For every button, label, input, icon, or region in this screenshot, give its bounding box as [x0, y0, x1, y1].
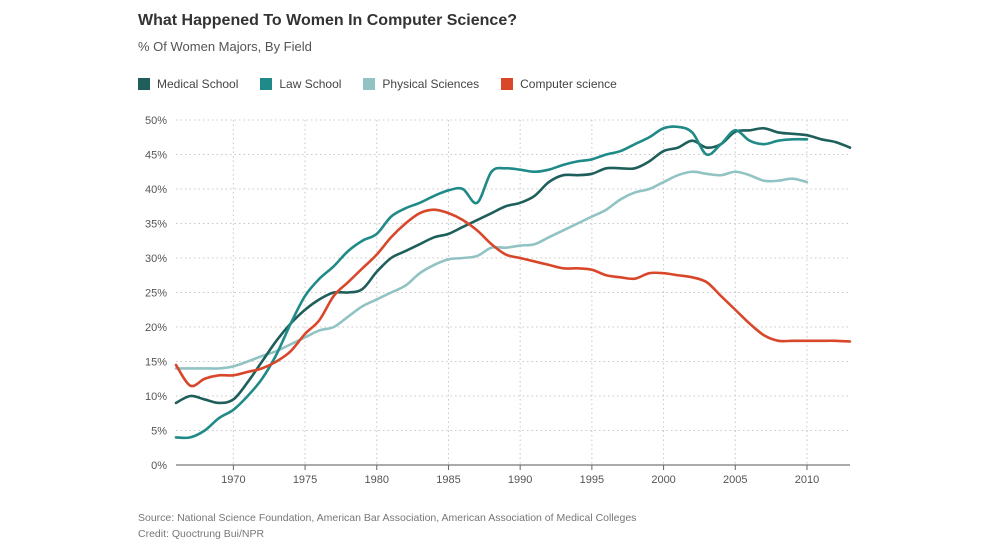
series-line-physical-sciences: [174, 170, 809, 370]
x-tick-label: 2000: [651, 474, 675, 486]
x-tick-label: 1975: [293, 474, 317, 486]
legend: Medical School Law School Physical Scien…: [138, 77, 639, 91]
legend-label-physical-sciences: Physical Sciences: [382, 77, 480, 91]
x-tick-label: 1995: [580, 474, 604, 486]
legend-item-physical-sciences: Physical Sciences: [363, 77, 479, 91]
legend-swatch-medical-school: [138, 78, 150, 90]
y-tick-label: 30%: [145, 253, 167, 265]
x-tick-label: 2005: [723, 474, 747, 486]
y-tick-label: 45%: [145, 150, 167, 162]
y-tick-label: 5%: [151, 426, 167, 438]
x-tick-label: 1980: [365, 474, 389, 486]
y-tick-label: 15%: [145, 357, 167, 369]
credit-note: Credit: Quoctrung Bui/NPR: [138, 528, 265, 540]
y-tick-label: 0%: [151, 460, 167, 472]
legend-swatch-law-school: [260, 78, 273, 90]
series-line-computer-science: [174, 208, 852, 388]
y-tick-label: 40%: [145, 184, 167, 196]
x-tick-label: 1970: [221, 474, 245, 486]
legend-label-computer-science: Computer science: [520, 77, 617, 91]
x-tick-label: 2010: [795, 474, 819, 486]
legend-item-computer-science: Computer science: [501, 77, 617, 91]
y-tick-label: 20%: [145, 322, 167, 334]
y-tick-label: 10%: [145, 391, 167, 403]
y-tick-label: 25%: [145, 288, 167, 300]
y-tick-label: 50%: [145, 115, 167, 127]
x-tick-label: 1990: [508, 474, 532, 486]
x-tick-label: 1985: [436, 474, 460, 486]
source-note: Source: National Science Foundation, Ame…: [138, 512, 637, 524]
legend-swatch-physical-sciences: [363, 78, 376, 90]
legend-label-medical-school: Medical School: [157, 77, 239, 91]
legend-label-law-school: Law School: [279, 77, 342, 91]
chart-title: What Happened To Women In Computer Scien…: [138, 12, 517, 29]
chart-subtitle: % Of Women Majors, By Field: [138, 39, 312, 54]
series-line-law-school: [174, 125, 809, 440]
legend-item-medical-school: Medical School: [138, 77, 238, 91]
y-tick-label: 35%: [145, 219, 167, 231]
legend-swatch-computer-science: [501, 78, 514, 90]
legend-item-law-school: Law School: [260, 77, 341, 91]
chart-footer: Source: National Science Foundation, Ame…: [138, 510, 636, 542]
